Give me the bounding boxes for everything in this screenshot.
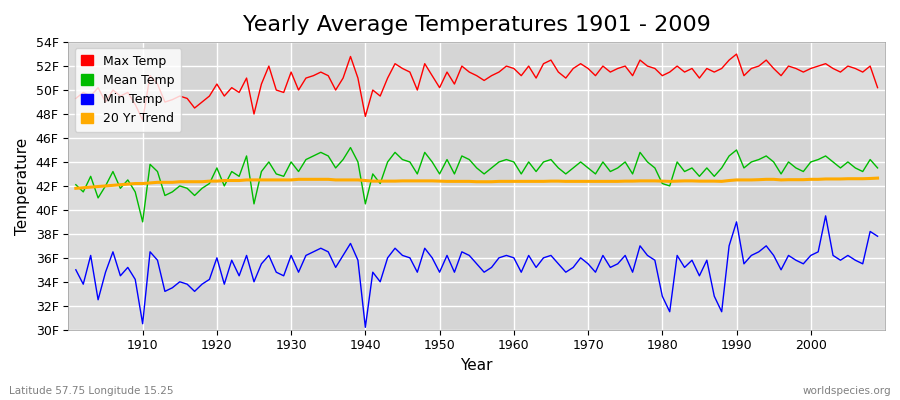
Mean Temp xyxy=(137,220,148,224)
Max Temp xyxy=(516,73,526,78)
Min Temp xyxy=(605,265,616,270)
20 Yr Trend xyxy=(130,181,140,186)
20 Yr Trend xyxy=(293,177,304,182)
Bar xyxy=(142,42,217,330)
Max Temp xyxy=(301,76,311,80)
Max Temp xyxy=(137,118,148,122)
Line: Mean Temp: Mean Temp xyxy=(76,148,878,222)
Min Temp xyxy=(360,325,371,330)
Mean Temp xyxy=(516,172,526,176)
Text: Latitude 57.75 Longitude 15.25: Latitude 57.75 Longitude 15.25 xyxy=(9,386,174,396)
Text: worldspecies.org: worldspecies.org xyxy=(803,386,891,396)
Min Temp xyxy=(820,214,831,218)
Max Temp xyxy=(70,96,81,101)
Max Temp xyxy=(731,52,742,56)
Mean Temp xyxy=(130,190,140,194)
20 Yr Trend xyxy=(598,179,608,184)
Max Temp xyxy=(872,85,883,90)
Bar xyxy=(736,42,811,330)
Legend: Max Temp, Mean Temp, Min Temp, 20 Yr Trend: Max Temp, Mean Temp, Min Temp, 20 Yr Tre… xyxy=(75,48,181,132)
20 Yr Trend xyxy=(872,176,883,180)
Mean Temp xyxy=(523,160,534,164)
Mean Temp xyxy=(872,166,883,170)
Title: Yearly Average Temperatures 1901 - 2009: Yearly Average Temperatures 1901 - 2009 xyxy=(243,15,711,35)
Mean Temp xyxy=(612,166,623,170)
Bar xyxy=(291,42,365,330)
Min Temp xyxy=(516,270,526,275)
Mean Temp xyxy=(353,160,364,164)
Bar xyxy=(439,42,514,330)
Min Temp xyxy=(872,234,883,239)
Line: Min Temp: Min Temp xyxy=(76,216,878,327)
Max Temp xyxy=(605,70,616,74)
Line: 20 Yr Trend: 20 Yr Trend xyxy=(76,178,878,188)
Min Temp xyxy=(130,277,140,282)
Min Temp xyxy=(293,270,304,275)
20 Yr Trend xyxy=(70,186,81,191)
Min Temp xyxy=(338,253,348,258)
Mean Temp xyxy=(301,157,311,162)
Mean Temp xyxy=(70,182,81,187)
20 Yr Trend xyxy=(338,178,348,182)
Min Temp xyxy=(70,268,81,272)
Min Temp xyxy=(508,256,519,260)
20 Yr Trend xyxy=(508,179,519,184)
Max Temp xyxy=(130,102,140,107)
Max Temp xyxy=(345,54,356,59)
Line: Max Temp: Max Temp xyxy=(76,54,878,120)
20 Yr Trend xyxy=(501,179,512,184)
X-axis label: Year: Year xyxy=(461,358,493,373)
Y-axis label: Temperature: Temperature xyxy=(15,137,30,234)
Mean Temp xyxy=(345,145,356,150)
Max Temp xyxy=(508,66,519,71)
Bar xyxy=(588,42,662,330)
